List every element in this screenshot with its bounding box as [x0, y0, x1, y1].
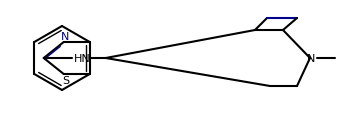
- Text: HN: HN: [74, 54, 91, 64]
- Text: N: N: [307, 54, 315, 64]
- Text: N: N: [61, 32, 69, 42]
- Text: S: S: [62, 76, 69, 86]
